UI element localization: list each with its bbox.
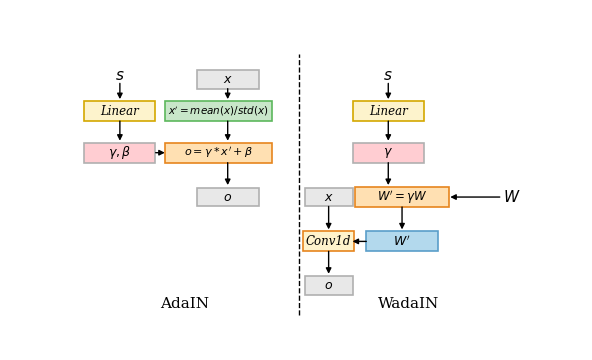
Text: $x'=mean(x)/std(x)$: $x'=mean(x)/std(x)$ bbox=[168, 104, 269, 118]
FancyBboxPatch shape bbox=[165, 143, 272, 163]
FancyBboxPatch shape bbox=[353, 143, 424, 163]
FancyBboxPatch shape bbox=[353, 101, 424, 121]
Text: $\gamma$: $\gamma$ bbox=[383, 146, 393, 160]
Text: Conv1d: Conv1d bbox=[306, 235, 351, 248]
Text: $x$: $x$ bbox=[223, 73, 233, 86]
FancyBboxPatch shape bbox=[84, 143, 156, 163]
Text: $\gamma, \beta$: $\gamma, \beta$ bbox=[108, 144, 131, 161]
Text: $W'$: $W'$ bbox=[393, 234, 411, 249]
FancyBboxPatch shape bbox=[355, 187, 449, 207]
FancyBboxPatch shape bbox=[304, 276, 353, 295]
FancyBboxPatch shape bbox=[165, 101, 272, 121]
FancyBboxPatch shape bbox=[304, 188, 353, 207]
Text: Linear: Linear bbox=[101, 105, 139, 118]
Text: $x$: $x$ bbox=[324, 190, 333, 203]
FancyBboxPatch shape bbox=[304, 231, 354, 251]
Text: $s$: $s$ bbox=[384, 69, 393, 84]
Text: $W' = \gamma W$: $W' = \gamma W$ bbox=[377, 188, 427, 206]
FancyBboxPatch shape bbox=[366, 231, 437, 251]
Text: $o$: $o$ bbox=[223, 190, 232, 203]
Text: $s$: $s$ bbox=[115, 69, 125, 84]
Text: WadaIN: WadaIN bbox=[378, 297, 439, 311]
Text: Linear: Linear bbox=[369, 105, 408, 118]
FancyBboxPatch shape bbox=[197, 70, 259, 89]
Text: AdaIN: AdaIN bbox=[160, 297, 208, 311]
Text: $o = \gamma * x' + \beta$: $o = \gamma * x' + \beta$ bbox=[184, 145, 253, 160]
Text: $W$: $W$ bbox=[503, 189, 520, 205]
Text: $o$: $o$ bbox=[324, 279, 333, 292]
FancyBboxPatch shape bbox=[84, 101, 156, 121]
FancyBboxPatch shape bbox=[197, 188, 259, 207]
